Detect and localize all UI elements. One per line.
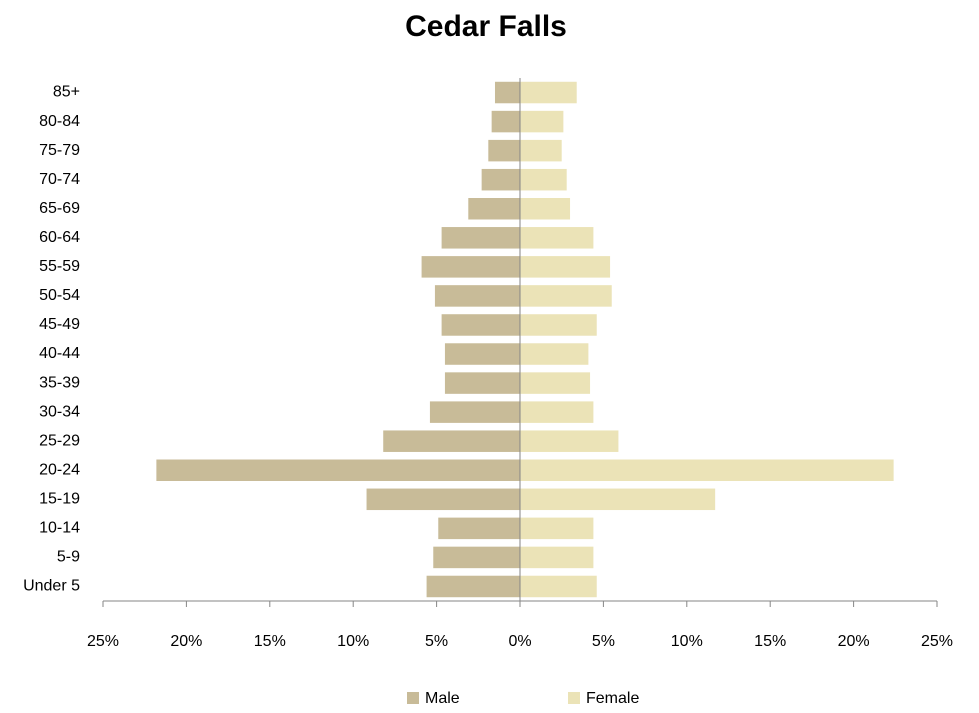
bar bbox=[520, 401, 594, 423]
bar bbox=[520, 139, 562, 162]
bar bbox=[520, 227, 594, 249]
y-tick-label: 85+ bbox=[53, 84, 80, 101]
bar bbox=[156, 459, 520, 482]
bar bbox=[520, 256, 611, 278]
x-tick-label: 25% bbox=[87, 633, 119, 650]
bar bbox=[383, 430, 520, 452]
bar bbox=[520, 517, 594, 540]
bar bbox=[520, 430, 619, 452]
bar bbox=[434, 285, 520, 307]
bar bbox=[520, 81, 577, 104]
x-tick-label: 0% bbox=[508, 633, 531, 650]
y-tick-label: 40-44 bbox=[39, 345, 80, 362]
bar bbox=[444, 372, 520, 394]
legend-label: Female bbox=[586, 690, 639, 707]
y-tick-label: 15-19 bbox=[39, 491, 80, 508]
bar bbox=[520, 285, 612, 307]
bar bbox=[520, 314, 597, 336]
y-tick-label: 35-39 bbox=[39, 374, 80, 391]
y-tick-label: 60-64 bbox=[39, 229, 80, 246]
y-tick-label: 5-9 bbox=[57, 549, 80, 566]
legend-swatch bbox=[407, 692, 419, 704]
y-tick-label: 20-24 bbox=[39, 461, 80, 478]
bar bbox=[520, 110, 564, 133]
bar bbox=[481, 168, 520, 191]
y-tick-label: 10-14 bbox=[39, 520, 80, 537]
y-tick-label: 55-59 bbox=[39, 258, 80, 275]
x-tick-label: 20% bbox=[170, 633, 202, 650]
chart-title: Cedar Falls bbox=[405, 10, 567, 43]
bar bbox=[520, 575, 597, 598]
bar bbox=[429, 401, 520, 423]
x-tick-label: 10% bbox=[671, 633, 703, 650]
bar bbox=[433, 546, 520, 569]
y-tick-label: 65-69 bbox=[39, 200, 80, 217]
bar bbox=[520, 168, 567, 191]
y-tick-label: 50-54 bbox=[39, 287, 80, 304]
x-tick-label: 15% bbox=[754, 633, 786, 650]
bar bbox=[491, 110, 520, 133]
bar bbox=[520, 343, 589, 365]
bar bbox=[520, 372, 591, 394]
x-tick-label: 5% bbox=[425, 633, 448, 650]
y-tick-label: 30-34 bbox=[39, 403, 80, 420]
bar bbox=[494, 81, 520, 104]
bar bbox=[520, 488, 716, 511]
y-tick-label: 45-49 bbox=[39, 316, 80, 333]
x-tick-label: 15% bbox=[254, 633, 286, 650]
legend-label: Male bbox=[425, 690, 460, 707]
bar bbox=[426, 575, 520, 598]
bar bbox=[441, 314, 520, 336]
bar bbox=[366, 488, 520, 511]
bar bbox=[520, 459, 894, 482]
bar bbox=[421, 256, 520, 278]
bar bbox=[468, 197, 520, 220]
x-tick-label: 5% bbox=[592, 633, 615, 650]
y-tick-label: 70-74 bbox=[39, 171, 80, 188]
bar bbox=[488, 139, 520, 162]
y-tick-label: Under 5 bbox=[23, 578, 80, 595]
x-tick-label: 20% bbox=[838, 633, 870, 650]
bar bbox=[444, 343, 520, 365]
bar bbox=[441, 227, 520, 249]
bar bbox=[520, 197, 571, 220]
y-tick-label: 75-79 bbox=[39, 142, 80, 159]
legend-swatch bbox=[568, 692, 580, 704]
x-tick-label: 25% bbox=[921, 633, 953, 650]
bar bbox=[438, 517, 520, 540]
bar bbox=[520, 546, 594, 569]
x-tick-label: 10% bbox=[337, 633, 369, 650]
y-tick-label: 80-84 bbox=[39, 113, 80, 130]
y-tick-label: 25-29 bbox=[39, 432, 80, 449]
